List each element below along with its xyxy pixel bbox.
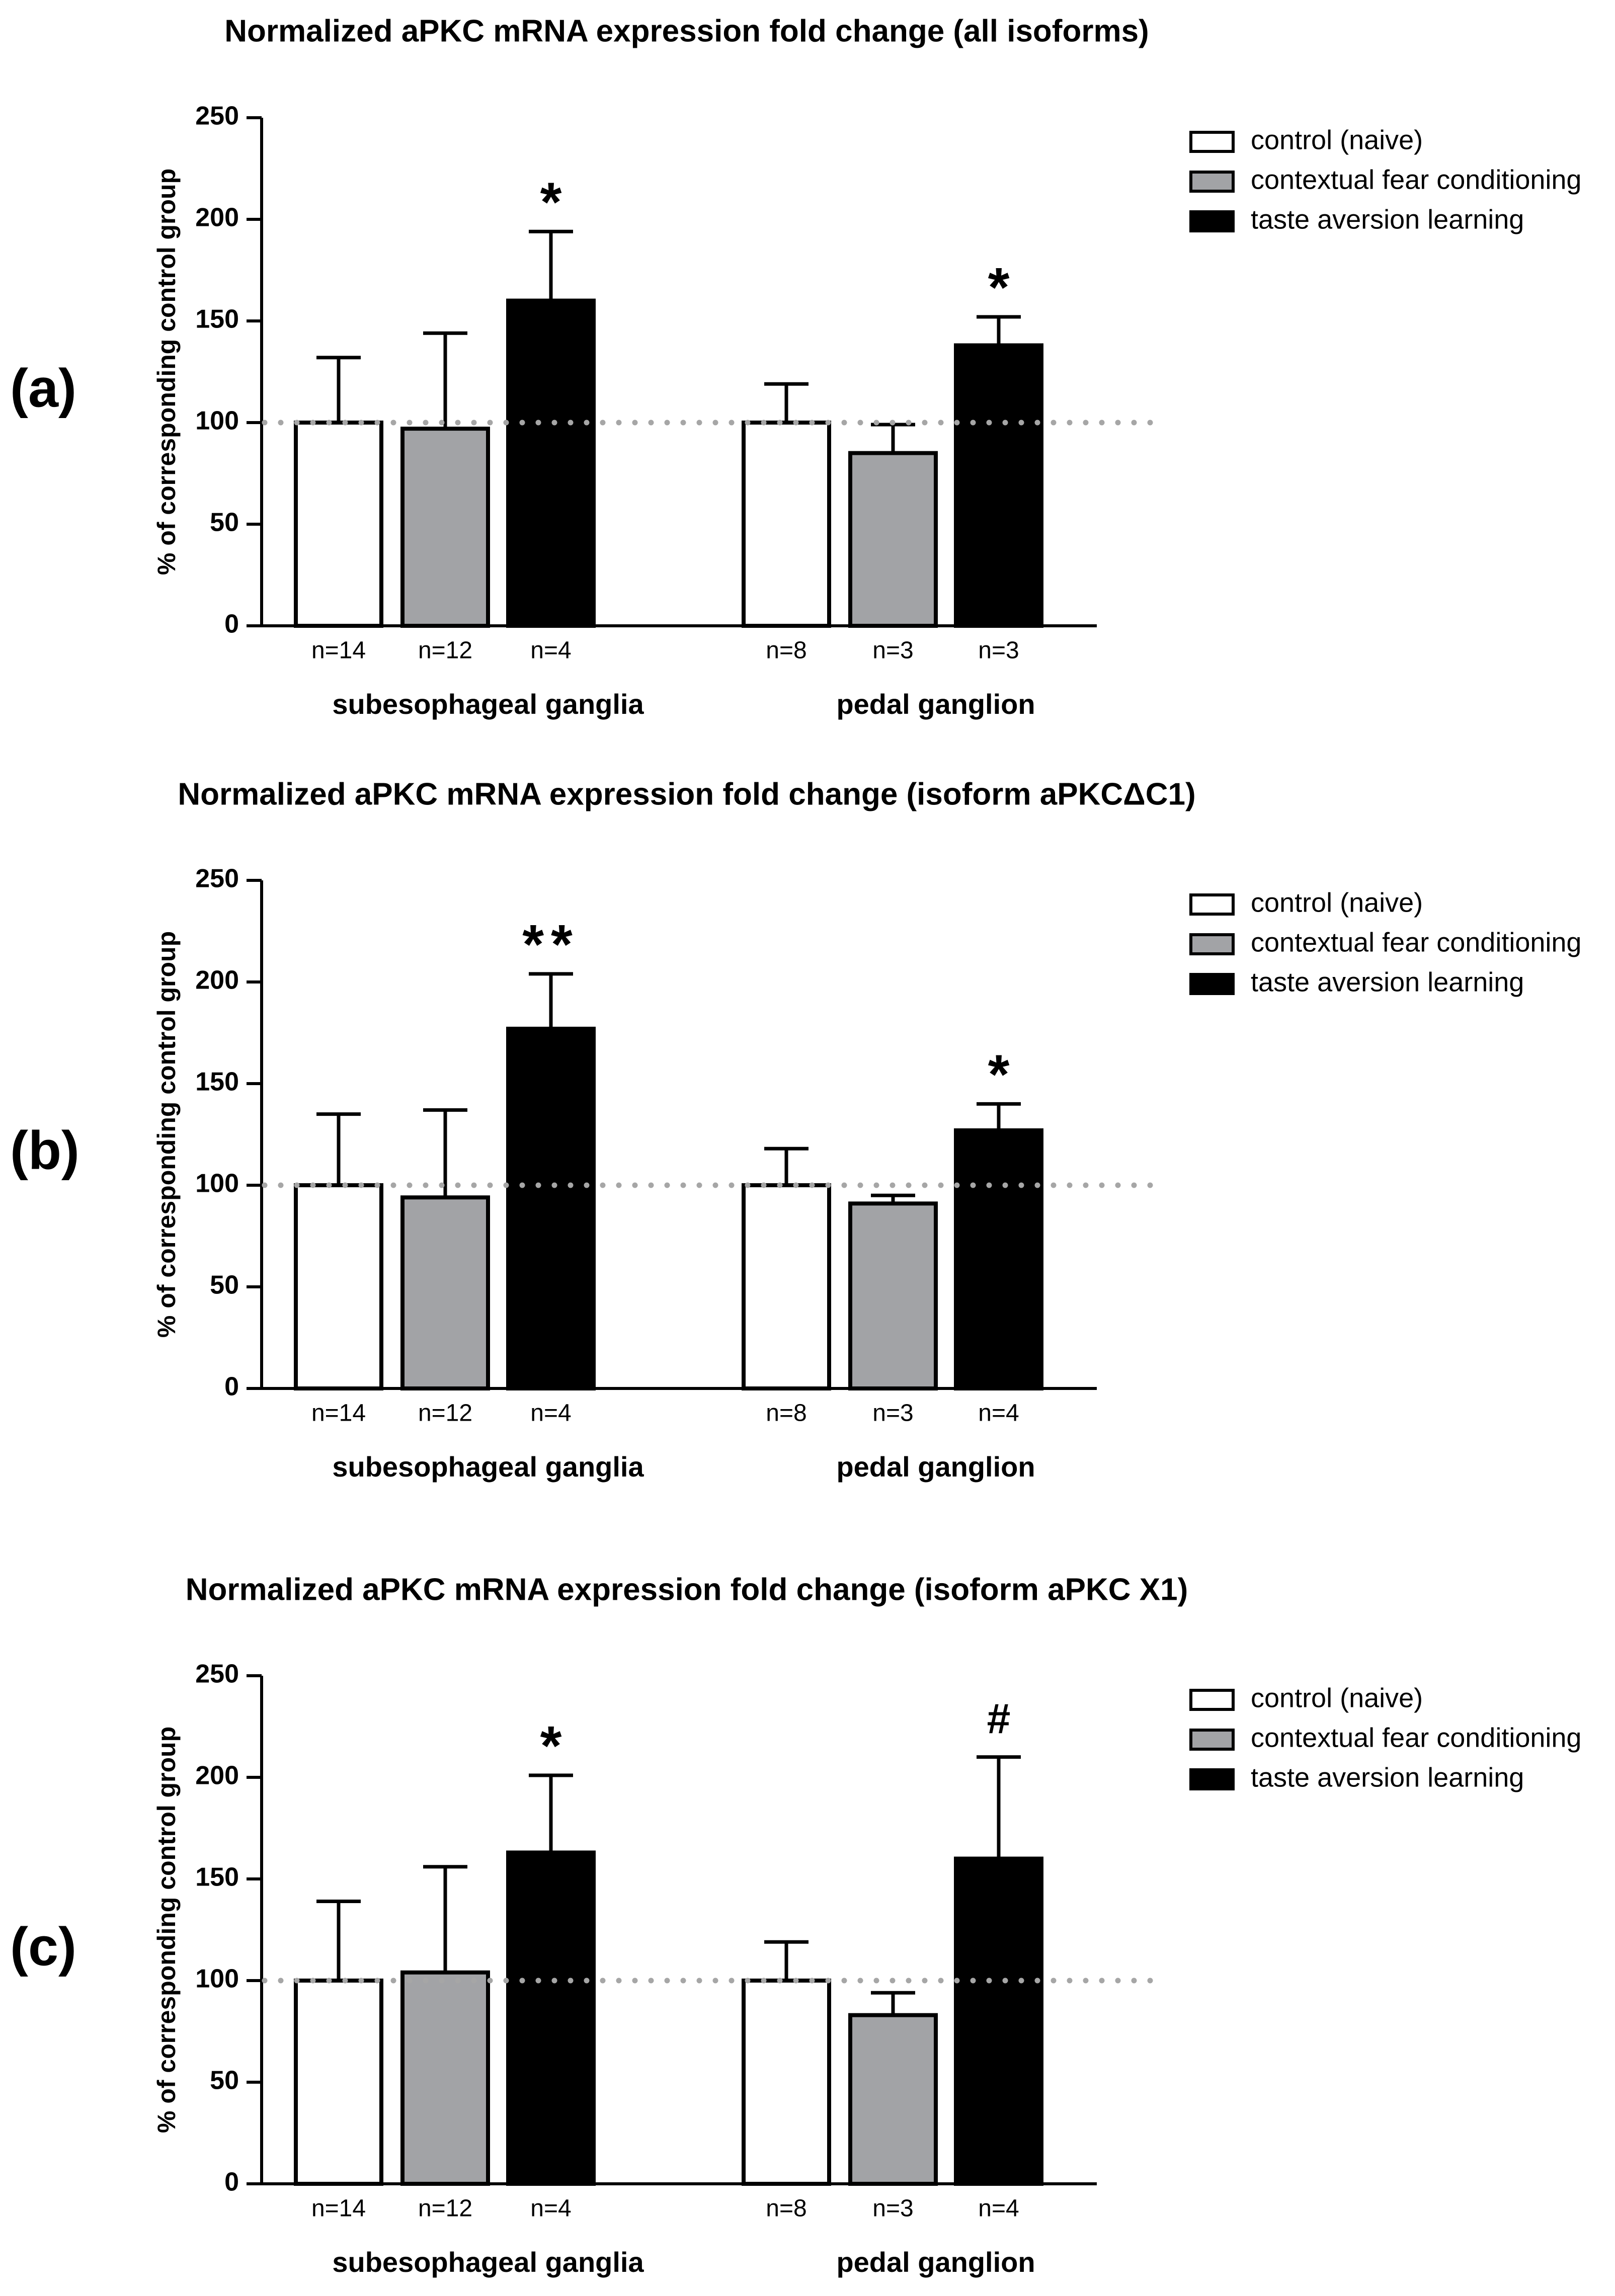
legend-label: control (naive) bbox=[1251, 1683, 1423, 1713]
chart-title: Normalized aPKC mRNA expression fold cha… bbox=[186, 1572, 1188, 1607]
legend-label: taste aversion learning bbox=[1251, 1762, 1524, 1792]
y-axis-label: % of corresponding control group bbox=[152, 1727, 181, 2133]
group-label: pedal ganglion bbox=[836, 688, 1035, 720]
bar bbox=[848, 2013, 938, 2186]
group-label: subesophageal ganglia bbox=[332, 1451, 644, 1483]
n-label: n=14 bbox=[311, 2195, 366, 2222]
n-label: n=3 bbox=[872, 637, 913, 664]
legend-swatch bbox=[1189, 131, 1235, 153]
legend-swatch bbox=[1189, 1689, 1235, 1711]
legend-swatch bbox=[1189, 1729, 1235, 1751]
y-tick-label: 150 bbox=[195, 305, 239, 334]
significance-marker: * bbox=[540, 171, 562, 233]
y-tick-label: 0 bbox=[224, 2168, 239, 2197]
bar bbox=[848, 1201, 938, 1391]
n-label: n=4 bbox=[530, 1400, 571, 1427]
y-tick-label: 0 bbox=[224, 1372, 239, 1402]
bar bbox=[294, 1183, 383, 1390]
panel-label: (c) bbox=[10, 1916, 76, 1977]
y-tick-label: 200 bbox=[195, 966, 239, 995]
y-tick-label: 100 bbox=[195, 1964, 239, 1994]
significance-marker: ** bbox=[522, 914, 580, 975]
y-axis-label: % of corresponding control group bbox=[152, 931, 181, 1338]
y-tick-label: 150 bbox=[195, 1863, 239, 1892]
n-label: n=8 bbox=[766, 2195, 806, 2222]
n-label: n=4 bbox=[978, 2195, 1019, 2222]
bar bbox=[400, 1195, 490, 1390]
n-label: n=4 bbox=[530, 637, 571, 664]
bar bbox=[954, 1128, 1043, 1390]
panel-label: (a) bbox=[10, 358, 76, 419]
bar bbox=[954, 343, 1043, 628]
legend-swatch bbox=[1189, 171, 1235, 193]
y-tick-label: 100 bbox=[195, 1169, 239, 1198]
bar bbox=[400, 1970, 490, 2186]
legend-swatch bbox=[1189, 973, 1235, 995]
n-label: n=8 bbox=[766, 1400, 806, 1427]
y-tick-label: 250 bbox=[195, 1660, 239, 1689]
significance-marker: # bbox=[987, 1695, 1011, 1742]
group-label: pedal ganglion bbox=[836, 2246, 1035, 2278]
n-label: n=3 bbox=[872, 1400, 913, 1427]
chart-title: Normalized aPKC mRNA expression fold cha… bbox=[224, 14, 1149, 48]
n-label: n=14 bbox=[311, 637, 366, 664]
n-label: n=12 bbox=[418, 1400, 472, 1427]
bar bbox=[506, 1850, 596, 2186]
y-tick-label: 100 bbox=[195, 406, 239, 436]
y-axis-label: % of corresponding control group bbox=[152, 169, 181, 575]
y-tick-label: 50 bbox=[210, 1271, 239, 1300]
group-label: subesophageal ganglia bbox=[332, 2246, 644, 2278]
bar bbox=[506, 1026, 596, 1391]
n-label: n=3 bbox=[978, 637, 1019, 664]
y-tick-label: 50 bbox=[210, 2066, 239, 2095]
bar bbox=[742, 421, 831, 628]
n-label: n=12 bbox=[418, 2195, 472, 2222]
significance-marker: * bbox=[988, 257, 1010, 318]
y-tick-label: 250 bbox=[195, 864, 239, 893]
bar bbox=[742, 1183, 831, 1390]
legend-label: contextual fear conditioning bbox=[1251, 1723, 1581, 1753]
legend-label: contextual fear conditioning bbox=[1251, 927, 1581, 957]
bar bbox=[294, 421, 383, 628]
n-label: n=3 bbox=[872, 2195, 913, 2222]
y-tick-label: 200 bbox=[195, 203, 239, 232]
legend-swatch bbox=[1189, 210, 1235, 232]
y-tick-label: 0 bbox=[224, 610, 239, 639]
y-tick-label: 150 bbox=[195, 1068, 239, 1097]
n-label: n=4 bbox=[978, 1400, 1019, 1427]
group-label: subesophageal ganglia bbox=[332, 688, 644, 720]
legend-swatch bbox=[1189, 1768, 1235, 1790]
chart-title: Normalized aPKC mRNA expression fold cha… bbox=[178, 777, 1195, 811]
bar bbox=[506, 298, 596, 628]
legend-swatch bbox=[1189, 933, 1235, 955]
y-tick-label: 50 bbox=[210, 508, 239, 537]
bar bbox=[294, 1979, 383, 2186]
y-tick-label: 250 bbox=[195, 102, 239, 131]
panel-label: (b) bbox=[10, 1120, 79, 1181]
significance-marker: * bbox=[540, 1715, 562, 1777]
bar bbox=[742, 1979, 831, 2186]
chart-panel-a: Normalized aPKC mRNA expression fold cha… bbox=[10, 14, 1581, 719]
significance-marker: * bbox=[988, 1043, 1010, 1105]
bar bbox=[954, 1856, 1043, 2186]
bar bbox=[400, 427, 490, 628]
n-label: n=14 bbox=[311, 1400, 366, 1427]
chart-panel-b: Normalized aPKC mRNA expression fold cha… bbox=[10, 777, 1581, 1482]
n-label: n=8 bbox=[766, 637, 806, 664]
n-label: n=12 bbox=[418, 637, 472, 664]
legend-label: contextual fear conditioning bbox=[1251, 165, 1581, 195]
legend-label: control (naive) bbox=[1251, 887, 1423, 918]
bar bbox=[848, 451, 938, 628]
group-label: pedal ganglion bbox=[836, 1451, 1035, 1483]
legend-swatch bbox=[1189, 893, 1235, 916]
legend-label: taste aversion learning bbox=[1251, 967, 1524, 997]
legend-label: taste aversion learning bbox=[1251, 204, 1524, 234]
n-label: n=4 bbox=[530, 2195, 571, 2222]
chart-panel-c: Normalized aPKC mRNA expression fold cha… bbox=[10, 1572, 1581, 2277]
y-tick-label: 200 bbox=[195, 1761, 239, 1790]
legend-label: control (naive) bbox=[1251, 125, 1423, 155]
